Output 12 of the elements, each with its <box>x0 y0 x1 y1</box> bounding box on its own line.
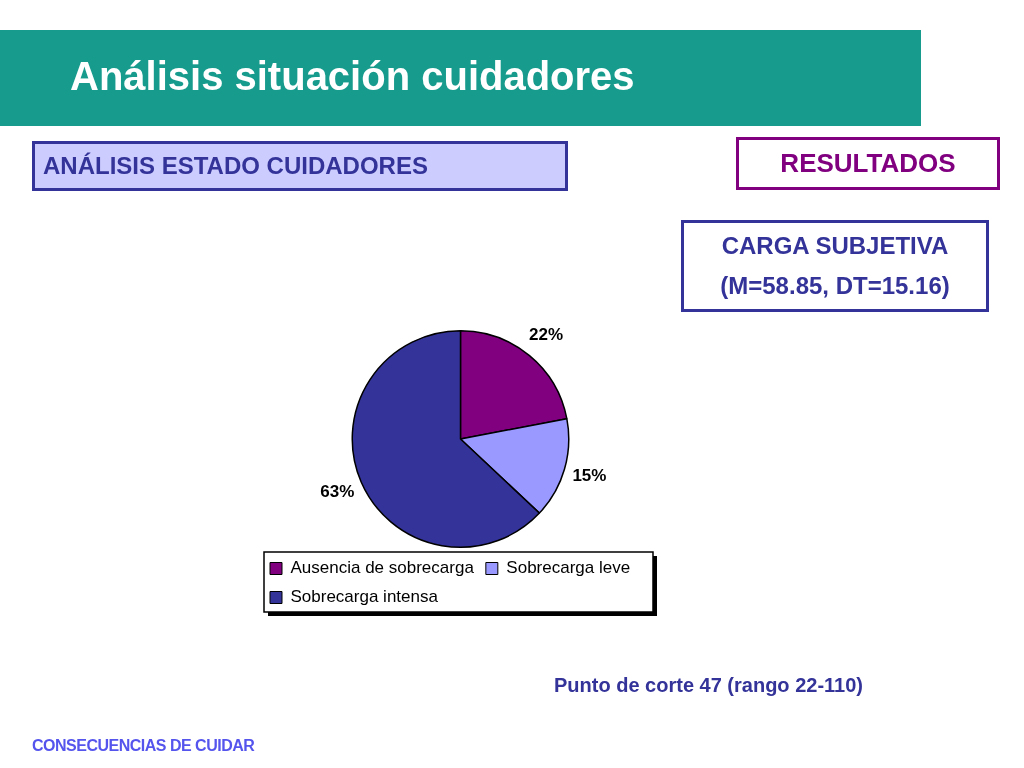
legend-label: Sobrecarga intensa <box>290 587 439 607</box>
text: CARGA SUBJETIVA (M=58.85, DT=15.16) <box>719 231 951 301</box>
text: Punto de corte 47 (rango 22-110) <box>554 674 863 696</box>
data-label: 22% <box>529 325 564 345</box>
data-label: 15% <box>572 466 607 486</box>
legend-label: Sobrecarga leve <box>506 558 631 578</box>
chart-subtitle: ANÁLISIS ESTADO CUIDADORES <box>43 152 428 180</box>
data-label: 63% <box>320 482 355 501</box>
chart-title: Análisis situación cuidadores <box>70 54 635 99</box>
legend-label: Ausencia de sobrecarga <box>290 558 475 578</box>
text: RESULTADOS <box>780 148 956 179</box>
text: CONSECUENCIAS DE CUIDAR <box>32 737 255 754</box>
